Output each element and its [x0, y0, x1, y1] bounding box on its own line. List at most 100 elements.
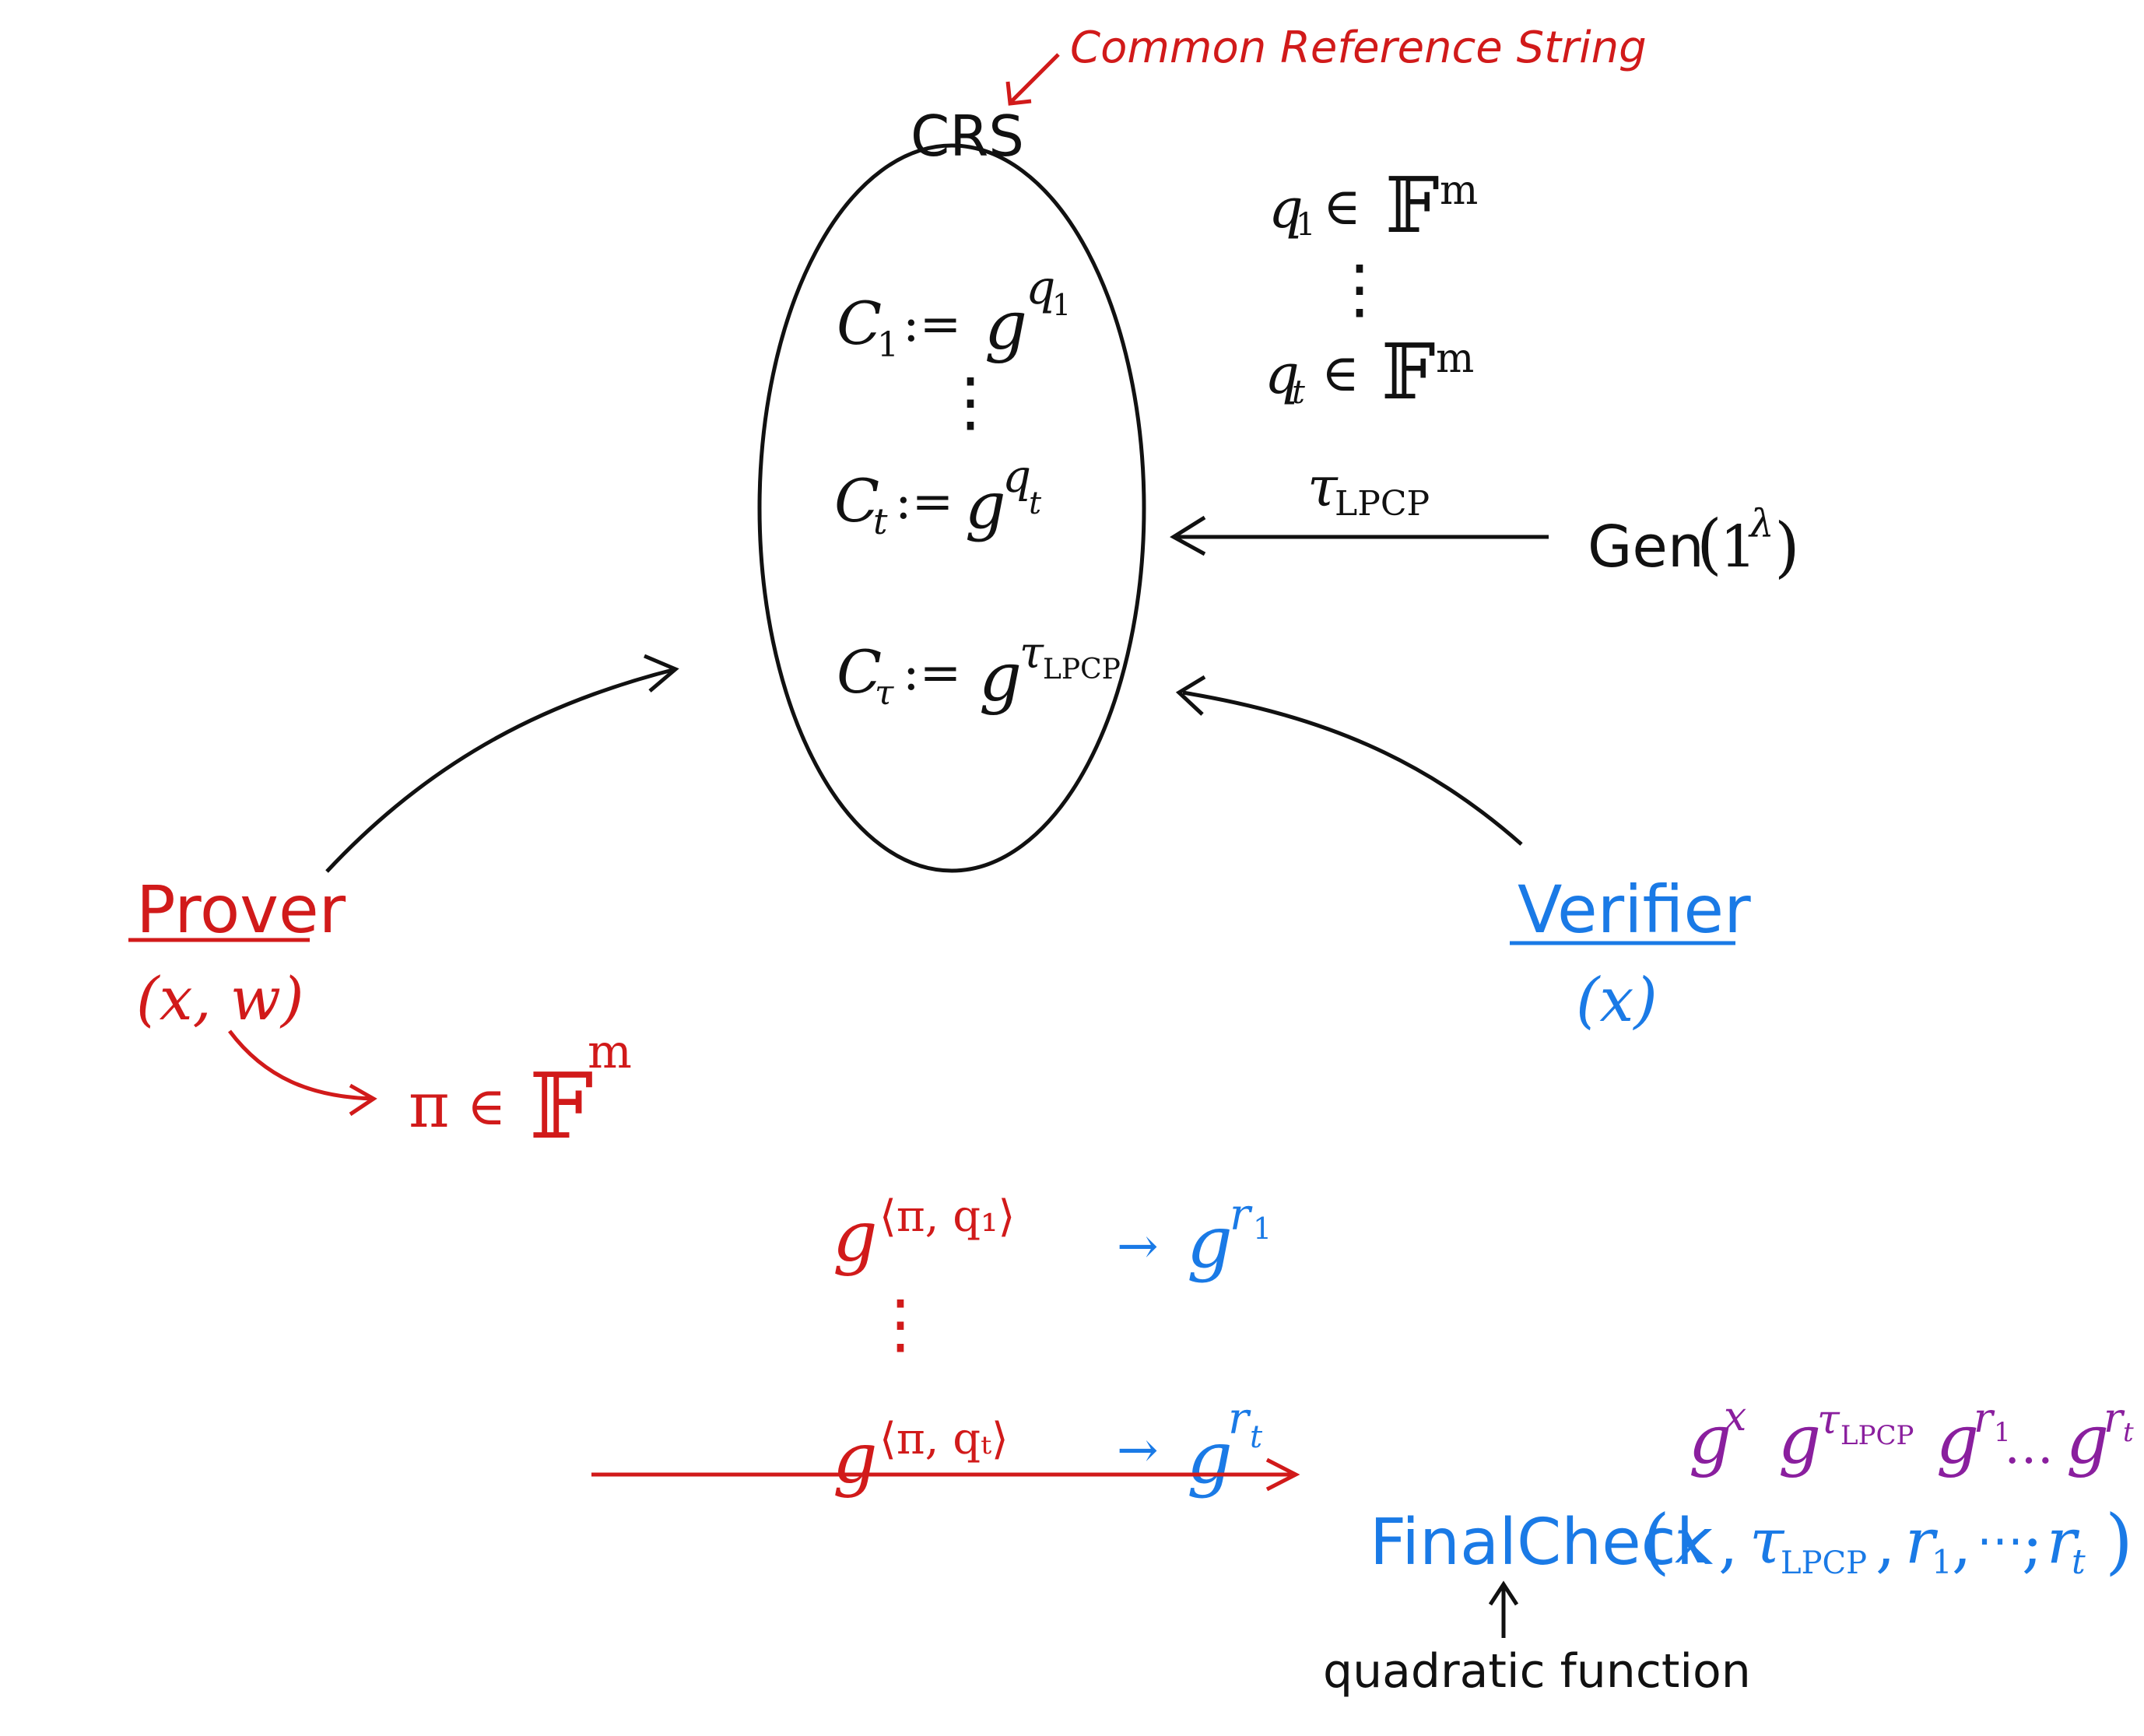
quadratic-note: quadratic function [1323, 1644, 1751, 1699]
svg-text:1: 1 [877, 325, 899, 365]
svg-text:): ) [1774, 509, 1800, 585]
svg-text:g: g [833, 1418, 878, 1499]
svg-text:𝔽: 𝔽 [529, 1054, 593, 1159]
svg-text:⋯: ⋯ [1977, 1513, 2023, 1568]
svg-text:→: → [1117, 1422, 1159, 1479]
crs-dots: ⋮ [938, 363, 1003, 440]
svg-text:(: ( [1697, 506, 1722, 582]
svg-text:x: x [1675, 1505, 1710, 1577]
svg-text:τ: τ [1817, 1397, 1840, 1443]
svg-text:,: , [1952, 1508, 1971, 1580]
svg-text:1: 1 [1994, 1417, 2011, 1448]
svg-text:g: g [984, 287, 1027, 365]
svg-text:t: t [873, 500, 888, 542]
svg-text:∈: ∈ [467, 1076, 506, 1138]
gen-to-crs-arrowhead [1170, 515, 1206, 556]
svg-text:⟨π, qₜ⟩: ⟨π, qₜ⟩ [879, 1414, 1009, 1464]
svg-text:g: g [1689, 1401, 1732, 1479]
svg-text:g: g [979, 639, 1022, 717]
query-qt: q t ∈ 𝔽 m [1265, 328, 1474, 417]
svg-text::=: := [903, 296, 961, 353]
svg-text:Gen: Gen [1588, 514, 1704, 580]
verifier-inputs: (x) [1576, 966, 1658, 1036]
svg-text:𝔽: 𝔽 [1385, 162, 1440, 251]
svg-text:t: t [1029, 486, 1042, 521]
response-send-arrowhead [1265, 1457, 1300, 1492]
svg-text:r: r [1230, 1190, 1253, 1240]
crs-annotation-arrowhead [1005, 81, 1032, 106]
svg-text:1: 1 [1253, 1212, 1272, 1246]
svg-text:,: , [1718, 1508, 1738, 1580]
svg-text:C: C [837, 637, 882, 707]
prover-inputs: (x, w) [136, 964, 304, 1033]
svg-text:g: g [833, 1196, 878, 1278]
svg-text:(: ( [1642, 1499, 1670, 1583]
svg-text:C: C [837, 289, 882, 358]
svg-text:τ: τ [1307, 455, 1339, 519]
query-tau: τ LPCP [1307, 455, 1430, 524]
crs-ellipse [757, 143, 1146, 873]
svg-text:m: m [1440, 167, 1478, 214]
purple-terms: g x g τ LPCP g r 1 … g r t [1689, 1394, 2134, 1479]
svg-text:→: → [1117, 1218, 1159, 1275]
svg-text:1: 1 [1052, 288, 1071, 322]
svg-text:r: r [1228, 1394, 1251, 1444]
svg-text:r: r [2104, 1395, 2125, 1442]
crs-annotation: Common Reference String [1070, 23, 1647, 73]
prover-to-crs-arrow [325, 667, 676, 873]
svg-text:⟨π, q₁⟩: ⟨π, q₁⟩ [879, 1191, 1015, 1242]
svg-text:t: t [2072, 1542, 2086, 1582]
svg-text:LPCP: LPCP [1335, 484, 1430, 524]
svg-text:;: ; [2022, 1508, 2043, 1580]
svg-text:r: r [1905, 1505, 1939, 1577]
proof-vector: π ∈ 𝔽 m [409, 1025, 632, 1159]
svg-text:g: g [2066, 1401, 2109, 1479]
svg-text:q: q [1269, 177, 1304, 240]
query-q1: q 1 ∈ 𝔽 m [1269, 162, 1478, 251]
svg-text::=: := [895, 473, 953, 531]
verifier-title: Verifier [1518, 872, 1751, 948]
svg-text:τ: τ [875, 673, 894, 713]
prover-to-proof-arrowhead [349, 1083, 377, 1117]
svg-text:…: … [2004, 1418, 2054, 1475]
svg-text:x: x [1724, 1394, 1746, 1440]
svg-text:π: π [409, 1069, 450, 1142]
svg-text:g: g [1936, 1401, 1979, 1479]
svg-text:LPCP: LPCP [1840, 1420, 1914, 1451]
svg-text:m: m [1436, 335, 1474, 382]
svg-text:LPCP: LPCP [1781, 1545, 1867, 1581]
svg-text:r: r [2047, 1505, 2080, 1577]
response-row-1: g ⟨π, q₁⟩ → g r 1 [833, 1190, 1272, 1284]
query-dots: ⋮ [1327, 251, 1392, 327]
svg-text:LPCP: LPCP [1043, 654, 1121, 686]
prover-title: Prover [136, 872, 346, 948]
quadratic-note-arrowhead [1488, 1580, 1519, 1606]
svg-text:g: g [965, 469, 1006, 543]
response-row-t: g ⟨π, qₜ⟩ → g r t [833, 1394, 1263, 1499]
svg-text:1: 1 [1296, 207, 1315, 243]
crs-annotation-arrow [1010, 53, 1060, 103]
verifier-to-crs-arrowhead [1175, 675, 1206, 716]
svg-text:g: g [1187, 1201, 1233, 1284]
svg-text:C: C [834, 466, 879, 535]
svg-text:q: q [1026, 261, 1055, 315]
response-dots: ⋮ [868, 1285, 933, 1362]
svg-text:1: 1 [1932, 1543, 1953, 1581]
svg-text:𝔽: 𝔽 [1381, 328, 1436, 417]
svg-text:λ: λ [1748, 501, 1774, 546]
prover-to-proof-arrow [228, 1029, 374, 1101]
crs-item-ct: C t := g q t [834, 450, 1042, 543]
svg-text:r: r [1974, 1395, 1995, 1442]
crs-item-c1: C 1 := g q 1 [837, 261, 1071, 365]
svg-text:t: t [2123, 1417, 2134, 1448]
svg-text:q: q [1265, 342, 1300, 406]
gen-label: Gen ( 1 λ ) [1588, 501, 1800, 585]
svg-text:1: 1 [1720, 514, 1756, 580]
svg-text:τ: τ [1019, 628, 1044, 679]
final-check: FinalCheck ( x , τ LPCP , r 1 , ⋯ ; r t … [1370, 1499, 2133, 1583]
svg-text:τ: τ [1749, 1505, 1785, 1577]
crs-item-ctau: C τ := g τ LPCP [837, 628, 1121, 717]
svg-text:q: q [1002, 450, 1031, 503]
svg-text:FinalCheck: FinalCheck [1370, 1506, 1714, 1580]
